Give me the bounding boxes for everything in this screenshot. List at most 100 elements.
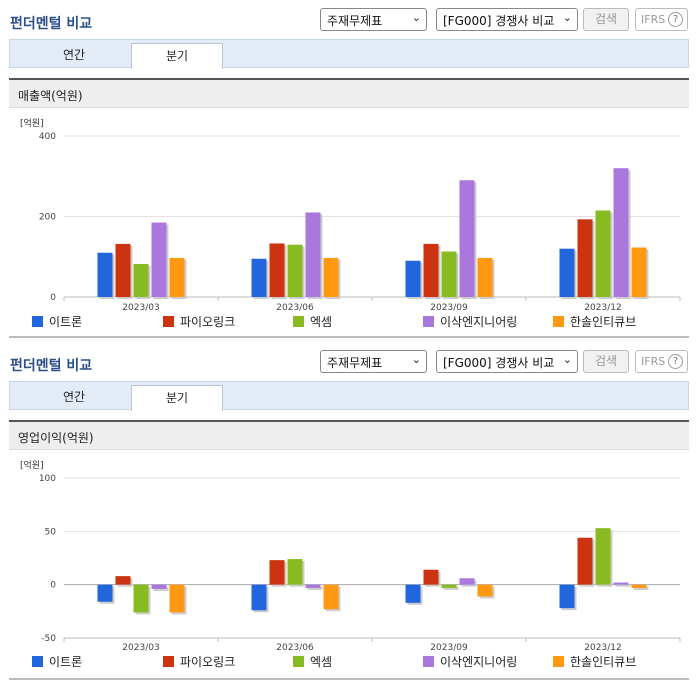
statement-select[interactable]: 주재무제표 ⌄ (320, 8, 427, 31)
bar (459, 180, 475, 297)
legend-item[interactable]: 이트론 (32, 653, 82, 671)
bar (305, 584, 321, 588)
bar (251, 584, 267, 611)
y-tick-label: 0 (50, 581, 56, 591)
legend-swatch (553, 316, 564, 327)
y-tick-label: 100 (39, 474, 56, 484)
legend-label: 한솔인티큐브 (570, 315, 637, 329)
x-tick-label: 2023/12 (584, 303, 621, 313)
bar (631, 247, 647, 297)
help-icon[interactable]: ? (668, 354, 683, 369)
tab-annual[interactable]: 연간 (62, 48, 86, 62)
x-tick-label: 2023/06 (276, 643, 314, 653)
bar (613, 582, 629, 585)
legend-swatch (163, 656, 174, 667)
peer-compare-select[interactable]: [FG000] 경쟁사 비교 ⌄ (436, 8, 578, 31)
period-tabs: 연간 분기 (9, 381, 689, 411)
legend-item[interactable]: 파이오링크 (163, 653, 235, 671)
bar (115, 243, 131, 297)
bar (269, 243, 285, 297)
chevron-down-icon: ⌄ (562, 11, 572, 24)
bar (423, 243, 439, 297)
search-button[interactable]: 검색 (583, 8, 629, 31)
section-title: 펀더멘털 비교 (10, 16, 93, 32)
legend-item[interactable]: 엑셈 (293, 313, 332, 331)
bar-shadow (615, 584, 631, 587)
tab-quarterly[interactable]: 분기 (131, 385, 223, 411)
bar (577, 537, 593, 585)
chart-header: 매출액(억원) (9, 78, 689, 108)
ifrs-label: IFRS (641, 13, 666, 26)
period-tabs: 연간 분기 (9, 39, 689, 69)
bar (477, 257, 493, 297)
section-divider (9, 336, 689, 338)
ifrs-button[interactable]: IFRS ? (635, 8, 688, 31)
y-tick-label: 200 (39, 213, 56, 223)
legend-item[interactable]: 이트론 (32, 313, 82, 331)
bar (477, 584, 493, 597)
legend-swatch (163, 316, 174, 327)
bar (441, 251, 457, 297)
bar (287, 559, 303, 585)
bar (305, 212, 321, 297)
legend-item[interactable]: 이삭엔지니어링 (423, 313, 517, 331)
statement-select[interactable]: 주재무제표 ⌄ (320, 350, 427, 373)
bar (595, 528, 611, 585)
chevron-down-icon: ⌄ (562, 353, 572, 366)
chevron-down-icon: ⌄ (411, 11, 421, 24)
ifrs-button[interactable]: IFRS ? (635, 350, 688, 373)
peer-compare-select-value: [FG000] 경쟁사 비교 (443, 356, 555, 370)
legend-item[interactable]: 파이오링크 (163, 313, 235, 331)
bar (577, 219, 593, 297)
tab-quarterly[interactable]: 분기 (131, 43, 223, 69)
unit-label: [억원] (20, 117, 44, 129)
chart-legend: 이트론 파이오링크 엑셈 이삭엔지니어링 한솔인티큐브 (0, 653, 696, 673)
legend-item[interactable]: 엑셈 (293, 653, 332, 671)
bar-shadow (633, 586, 649, 590)
help-icon[interactable]: ? (668, 12, 683, 27)
legend-item[interactable]: 이삭엔지니어링 (423, 653, 517, 671)
x-tick-label: 2023/12 (584, 643, 621, 653)
bar (631, 584, 647, 588)
bar (559, 248, 575, 297)
legend-swatch (423, 316, 434, 327)
fundamental-section-operating-profit: 펀더멘털 비교 주재무제표 ⌄ [FG000] 경쟁사 비교 ⌄ 검색 IFRS… (0, 342, 696, 684)
bar (133, 584, 149, 613)
bar (323, 257, 339, 297)
x-tick-label: 2023/03 (122, 643, 159, 653)
bar (133, 263, 149, 297)
legend-label: 파이오링크 (180, 315, 236, 329)
bar (613, 168, 629, 297)
legend-item[interactable]: 한솔인티큐브 (553, 313, 636, 331)
sales-bar-chart: [억원] 0 200 400 2023/03 2023/06 2023/09 2023/12 (20, 117, 681, 313)
bar (251, 258, 267, 297)
legend-item[interactable]: 한솔인티큐브 (553, 653, 636, 671)
tab-annual[interactable]: 연간 (62, 390, 86, 404)
chevron-down-icon: ⌄ (411, 353, 421, 366)
statement-select-value: 주재무제표 (327, 356, 383, 370)
bar (115, 576, 131, 585)
x-tick-label: 2023/03 (122, 303, 159, 313)
bar (97, 252, 113, 297)
search-button[interactable]: 검색 (583, 350, 629, 373)
bar (441, 584, 457, 588)
operating-profit-bar-chart: [억원] -50 0 50 100 2023/03 2023/06 2023/09 2023/1… (20, 459, 681, 653)
unit-label: [억원] (20, 459, 44, 471)
legend-label: 이삭엔지니어링 (440, 655, 518, 669)
legend-label: 한솔인티큐브 (570, 655, 637, 669)
bar (595, 210, 611, 297)
section-header: 펀더멘털 비교 주재무제표 ⌄ [FG000] 경쟁사 비교 ⌄ 검색 IFRS… (0, 0, 696, 40)
y-tick-label: 50 (45, 527, 57, 537)
legend-label: 이삭엔지니어링 (440, 315, 518, 329)
chart-title: 영업이익(억원) (18, 431, 94, 445)
bar (97, 584, 113, 602)
chart-title: 매출액(억원) (18, 89, 83, 103)
peer-compare-select[interactable]: [FG000] 경쟁사 비교 ⌄ (436, 350, 578, 373)
bar-shadow (307, 586, 323, 590)
chart-header: 영업이익(억원) (9, 420, 689, 450)
legend-label: 엑셈 (310, 655, 333, 669)
legend-swatch (293, 656, 304, 667)
legend-label: 엑셈 (310, 315, 333, 329)
x-tick-label: 2023/09 (430, 303, 468, 313)
y-tick-label: 0 (50, 293, 56, 303)
